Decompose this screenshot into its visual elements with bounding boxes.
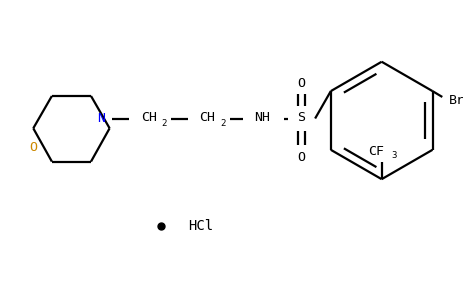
Text: NH: NH [254, 111, 270, 124]
Text: S: S [297, 111, 306, 124]
Text: O: O [297, 77, 306, 90]
Text: O: O [29, 142, 38, 154]
Text: N: N [97, 112, 105, 125]
Text: 3: 3 [392, 151, 397, 160]
Text: CF: CF [368, 145, 384, 158]
Text: 2: 2 [220, 119, 226, 128]
Text: Br: Br [449, 95, 463, 107]
Text: O: O [297, 151, 306, 164]
Text: CH: CH [141, 111, 157, 124]
Text: HCl: HCl [188, 219, 213, 233]
Text: 2: 2 [162, 119, 167, 128]
Text: CH: CH [200, 111, 215, 124]
